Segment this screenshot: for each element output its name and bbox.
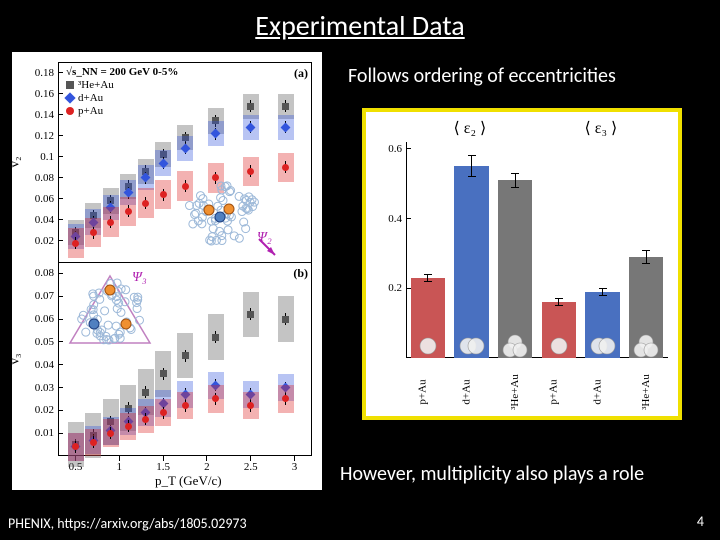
- eccentricity-chart: 0.20.40.6⟨ ε₂ ⟩⟨ ε₃ ⟩p+Aud+Au³He+Aup+Aud…: [362, 108, 682, 420]
- citation: PHENIX, https://arxiv.org/abs/1805.02973: [8, 515, 247, 532]
- v2-v3-chart: 0.020.040.060.080.10.120.140.160.180.010…: [12, 52, 322, 490]
- subtitle-bottom: However, multiplicity also plays a role: [340, 462, 644, 486]
- slide-title: Experimental Data: [0, 0, 720, 43]
- page-number: 4: [697, 513, 704, 530]
- subtitle-top: Follows ordering of eccentricities: [348, 64, 616, 88]
